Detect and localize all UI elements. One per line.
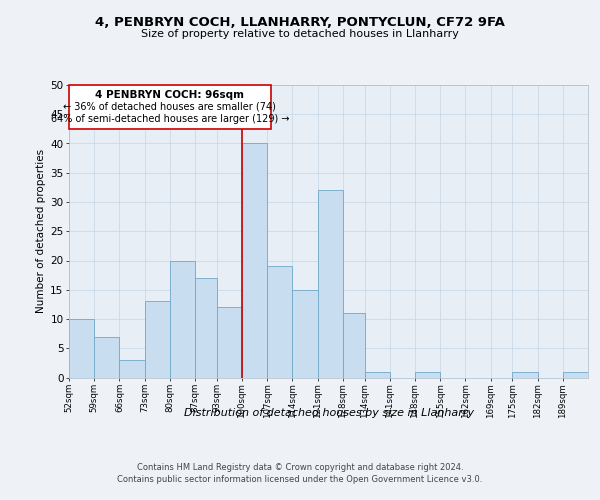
Bar: [69, 85, 271, 129]
Text: Contains HM Land Registry data © Crown copyright and database right 2024.: Contains HM Land Registry data © Crown c…: [137, 462, 463, 471]
Bar: [415, 372, 440, 378]
Text: 64% of semi-detached houses are larger (129) →: 64% of semi-detached houses are larger (…: [50, 114, 289, 124]
Y-axis label: Number of detached properties: Number of detached properties: [36, 149, 46, 314]
Bar: [195, 278, 217, 378]
Bar: [563, 372, 588, 378]
Bar: [343, 313, 365, 378]
Bar: [267, 266, 292, 378]
Text: ← 36% of detached houses are smaller (74): ← 36% of detached houses are smaller (74…: [64, 102, 277, 112]
Bar: [365, 372, 390, 378]
Text: Contains public sector information licensed under the Open Government Licence v3: Contains public sector information licen…: [118, 475, 482, 484]
Bar: [217, 308, 242, 378]
Bar: [292, 290, 317, 378]
Bar: [317, 190, 343, 378]
Text: Size of property relative to detached houses in Llanharry: Size of property relative to detached ho…: [141, 29, 459, 39]
Bar: [512, 372, 538, 378]
Bar: [145, 302, 170, 378]
Text: Distribution of detached houses by size in Llanharry: Distribution of detached houses by size …: [184, 408, 474, 418]
Bar: [170, 260, 195, 378]
Text: 4, PENBRYN COCH, LLANHARRY, PONTYCLUN, CF72 9FA: 4, PENBRYN COCH, LLANHARRY, PONTYCLUN, C…: [95, 16, 505, 29]
Text: 4 PENBRYN COCH: 96sqm: 4 PENBRYN COCH: 96sqm: [95, 90, 244, 100]
Bar: [69, 319, 94, 378]
Bar: [94, 336, 119, 378]
Bar: [119, 360, 145, 378]
Bar: [242, 144, 267, 378]
